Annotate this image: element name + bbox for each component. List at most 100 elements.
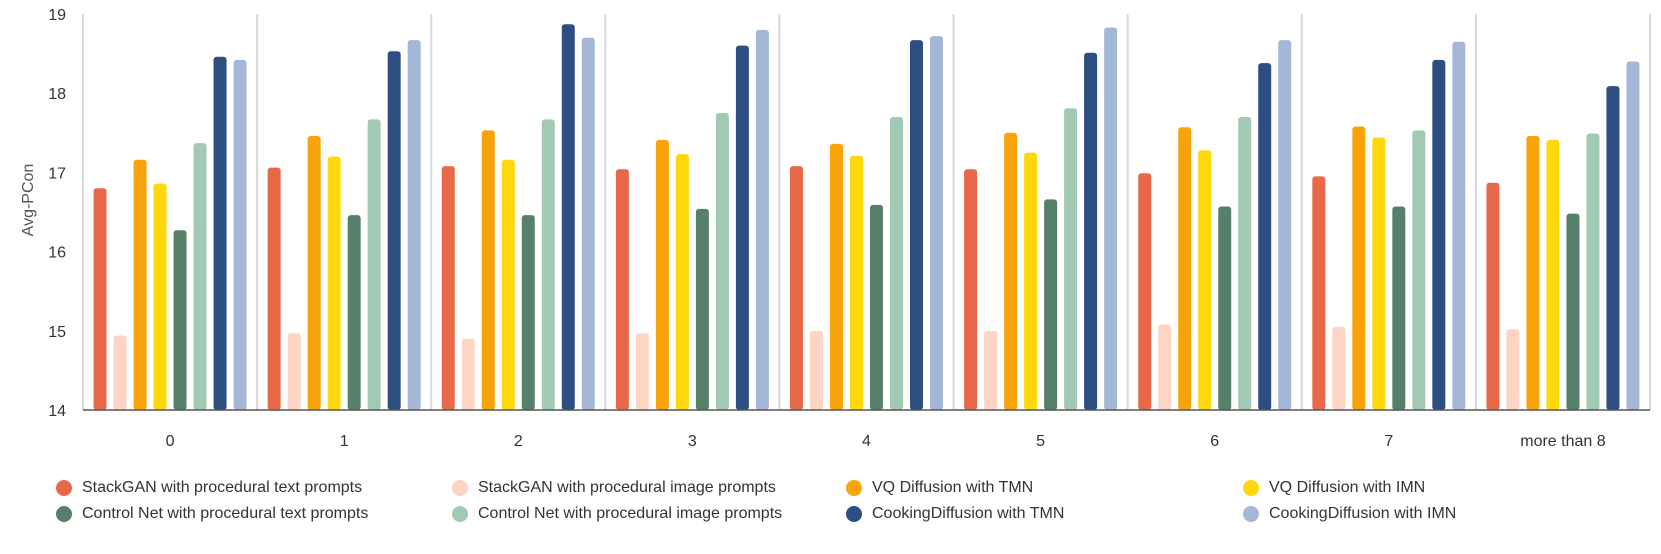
x-tick-label: 2: [514, 433, 523, 450]
legend-item: CookingDiffusion with IMN: [1243, 502, 1456, 526]
bar-stackgan-with-procedural-text-prompts: [964, 169, 978, 410]
x-tick-label: 0: [166, 433, 175, 450]
bar-cookingdiffusion-with-imn: [755, 29, 769, 411]
bar-stackgan-with-procedural-image-prompts: [113, 335, 127, 410]
bar-cookingdiffusion-with-tmn: [561, 24, 575, 411]
bar-vq-diffusion-with-imn: [1198, 150, 1212, 410]
bar-cookingdiffusion-with-tmn: [213, 56, 227, 410]
bar-vq-diffusion-with-tmn: [1178, 127, 1192, 411]
legend-label: Control Net with procedural image prompt…: [478, 505, 783, 522]
x-tick-label: 6: [1210, 433, 1219, 450]
legend-swatch: [56, 506, 72, 522]
y-tick-label: 18: [48, 86, 66, 103]
legend-swatch: [846, 480, 862, 496]
bar-control-net-with-procedural-text-prompts: [695, 208, 709, 410]
bar-cookingdiffusion-with-imn: [1626, 61, 1640, 411]
bar-control-net-with-procedural-image-prompts: [1238, 116, 1252, 411]
bars: [93, 24, 1640, 411]
y-tick-labels: 14 15 16 17 18 19: [48, 7, 66, 420]
bar-cookingdiffusion-with-imn: [930, 36, 943, 411]
bar-cookingdiffusion-with-tmn: [1432, 59, 1446, 410]
bar-control-net-with-procedural-image-prompts: [541, 119, 555, 410]
legend-item: StackGAN with procedural image prompts: [452, 476, 776, 500]
x-tick-label: 4: [862, 433, 871, 450]
bar-cookingdiffusion-with-imn: [407, 40, 421, 411]
legend-swatch: [452, 506, 468, 522]
x-tick-label: 1: [340, 433, 349, 450]
x-tick-label: more than 8: [1520, 433, 1605, 450]
bar-control-net-with-procedural-image-prompts: [715, 113, 729, 410]
gridlines: [82, 14, 1651, 410]
bar-stackgan-with-procedural-text-prompts: [441, 166, 455, 410]
bar-vq-diffusion-with-imn: [1372, 137, 1386, 410]
bar-control-net-with-procedural-image-prompts: [1412, 130, 1426, 410]
legend-label: VQ Diffusion with IMN: [1269, 479, 1426, 496]
legend-swatch: [452, 480, 468, 496]
x-tick-labels: 0 1 2 3 4 5 6 7 more than 8: [166, 433, 1606, 450]
bar-control-net-with-procedural-text-prompts: [1218, 206, 1232, 410]
y-tick-label: 16: [48, 245, 66, 262]
legend-item: StackGAN with procedural text prompts: [56, 476, 362, 500]
bar-vq-diffusion-with-imn: [501, 159, 515, 410]
bar-control-net-with-procedural-text-prompts: [1392, 206, 1406, 410]
bar-stackgan-with-procedural-text-prompts: [790, 166, 803, 410]
bar-stackgan-with-procedural-image-prompts: [287, 333, 301, 410]
y-tick-label: 17: [48, 165, 66, 182]
bar-vq-diffusion-with-imn: [327, 156, 341, 410]
bar-stackgan-with-procedural-text-prompts: [1486, 182, 1500, 410]
bar-vq-diffusion-with-imn: [1024, 152, 1038, 410]
bar-chart: 14 15 16 17 18 19 0 1 2 3 4 5 6 7 more than 8 Avg-PCo…: [20, 7, 1651, 450]
legend-item: VQ Diffusion with IMN: [1243, 476, 1425, 500]
bar-stackgan-with-procedural-image-prompts: [1158, 324, 1172, 410]
legend-item: Control Net with procedural text prompts: [56, 502, 368, 526]
legend: StackGAN with procedural text prompts Sta…: [56, 476, 1616, 532]
legend-swatch: [56, 480, 72, 496]
y-axis-label: Avg-PCon: [20, 164, 37, 237]
bar-control-net-with-procedural-text-prompts: [1044, 199, 1058, 410]
bar-vq-diffusion-with-tmn: [307, 135, 321, 410]
bar-vq-diffusion-with-tmn: [830, 143, 843, 410]
bar-control-net-with-procedural-image-prompts: [367, 119, 381, 410]
bar-vq-diffusion-with-tmn: [1004, 132, 1018, 411]
legend-swatch: [846, 506, 862, 522]
bar-control-net-with-procedural-text-prompts: [870, 204, 883, 410]
bar-control-net-with-procedural-image-prompts: [1064, 108, 1078, 411]
bar-vq-diffusion-with-imn: [1546, 139, 1560, 411]
bar-vq-diffusion-with-tmn: [133, 159, 147, 410]
bar-control-net-with-procedural-text-prompts: [521, 215, 535, 410]
legend-item: Control Net with procedural image prompt…: [452, 502, 782, 526]
bar-vq-diffusion-with-tmn: [655, 139, 669, 411]
legend-label: Control Net with procedural text prompts: [82, 505, 369, 522]
x-tick-label: 7: [1384, 433, 1393, 450]
bar-stackgan-with-procedural-image-prompts: [1332, 326, 1346, 410]
bar-cookingdiffusion-with-tmn: [910, 40, 923, 411]
legend-item: VQ Diffusion with TMN: [846, 476, 1033, 500]
legend-swatch: [1243, 480, 1259, 496]
legend-swatch: [1243, 506, 1259, 522]
bar-control-net-with-procedural-text-prompts: [347, 215, 361, 410]
bar-stackgan-with-procedural-image-prompts: [635, 333, 649, 410]
bar-cookingdiffusion-with-tmn: [387, 51, 401, 410]
bar-stackgan-with-procedural-image-prompts: [461, 338, 475, 410]
bar-cookingdiffusion-with-tmn: [1084, 52, 1098, 411]
bar-cookingdiffusion-with-tmn: [735, 45, 749, 411]
bar-cookingdiffusion-with-tmn: [1606, 86, 1620, 411]
bar-stackgan-with-procedural-text-prompts: [1312, 176, 1326, 410]
bar-cookingdiffusion-with-imn: [233, 59, 247, 410]
bar-stackgan-with-procedural-text-prompts: [615, 169, 629, 410]
bar-cookingdiffusion-with-imn: [581, 37, 595, 410]
bar-stackgan-with-procedural-image-prompts: [1506, 329, 1520, 410]
legend-label: CookingDiffusion with TMN: [872, 505, 1065, 522]
bar-vq-diffusion-with-imn: [850, 155, 863, 410]
x-tick-label: 3: [688, 433, 697, 450]
bar-vq-diffusion-with-tmn: [1526, 135, 1540, 410]
legend-label: VQ Diffusion with TMN: [872, 479, 1034, 496]
y-tick-label: 19: [48, 7, 66, 24]
bar-stackgan-with-procedural-image-prompts: [810, 330, 823, 410]
bar-stackgan-with-procedural-image-prompts: [984, 330, 998, 410]
bar-cookingdiffusion-with-tmn: [1258, 63, 1272, 410]
bar-vq-diffusion-with-tmn: [481, 130, 495, 410]
bar-stackgan-with-procedural-text-prompts: [267, 167, 281, 410]
bar-control-net-with-procedural-text-prompts: [1566, 213, 1580, 410]
bar-vq-diffusion-with-imn: [153, 183, 167, 410]
